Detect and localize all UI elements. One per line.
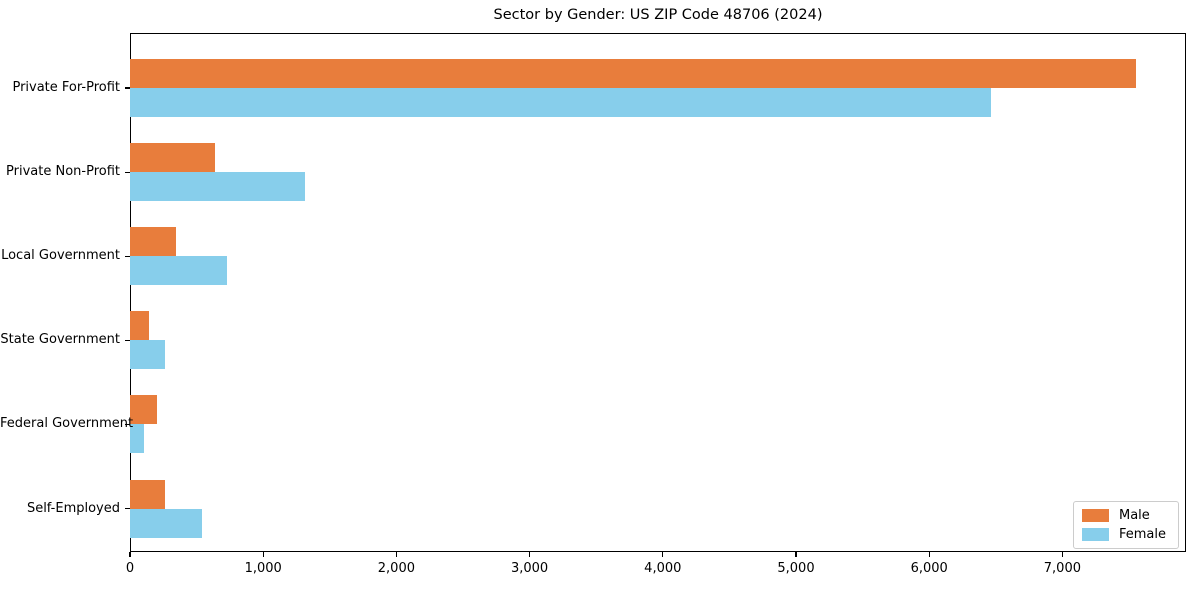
xtick-mark xyxy=(129,552,131,557)
xtick-mark xyxy=(662,552,664,557)
female-swatch xyxy=(1081,528,1109,541)
xtick-label-3000: 3,000 xyxy=(510,561,549,576)
ytick-label-state-government: State Government xyxy=(0,332,120,348)
ytick-mark xyxy=(125,87,130,89)
ytick-mark xyxy=(125,423,130,425)
xtick-mark xyxy=(795,552,797,557)
bar-female-local-government xyxy=(130,256,227,286)
ytick-label-federal-government: Federal Government xyxy=(0,416,134,432)
xtick-mark xyxy=(528,552,531,557)
bar-female-self-employed xyxy=(130,508,202,538)
bar-female-federal-government xyxy=(130,424,144,454)
legend: Male Female xyxy=(1072,501,1179,549)
ytick-mark xyxy=(125,255,130,257)
bar-female-state-government xyxy=(130,340,165,370)
bar-female-private-for-profit xyxy=(130,88,991,117)
legend-label-female: Female xyxy=(1118,527,1166,542)
bar-male-federal-government xyxy=(130,395,157,425)
bar-male-state-government xyxy=(130,311,149,341)
ytick-mark xyxy=(125,171,130,173)
xtick-label-6000: 6,000 xyxy=(910,561,948,576)
ytick-label-private-for-profit: Private For-Profit xyxy=(12,80,120,95)
legend-item-male: Male xyxy=(1081,508,1166,523)
male-swatch xyxy=(1081,509,1109,522)
xtick-label-0: 0 xyxy=(125,561,135,576)
ytick-mark xyxy=(125,507,130,510)
xtick-mark xyxy=(1061,552,1063,557)
ytick-mark xyxy=(125,339,130,341)
xtick-label-4000: 4,000 xyxy=(644,561,682,576)
legend-label-male: Male xyxy=(1118,508,1150,523)
ytick-label-private-non-profit: Private Non-Profit xyxy=(6,164,120,180)
bar-male-self-employed xyxy=(130,479,165,509)
bar-female-private-non-profit xyxy=(130,172,305,202)
bar-male-private-non-profit xyxy=(130,143,216,173)
xtick-mark xyxy=(262,552,264,557)
chart-title: Sector by Gender: US ZIP Code 48706 (202… xyxy=(493,7,823,23)
xtick-label-2000: 2,000 xyxy=(377,561,415,576)
legend-item-female: Female xyxy=(1081,527,1166,542)
ytick-label-self-employed: Self-Employed xyxy=(26,500,120,516)
xtick-label-7000: 7,000 xyxy=(1043,561,1081,576)
xtick-mark xyxy=(928,552,930,557)
xtick-label-1000: 1,000 xyxy=(244,561,282,576)
bar-male-local-government xyxy=(130,227,176,257)
xtick-label-5000: 5,000 xyxy=(777,561,815,576)
ytick-label-local-government: Local Government xyxy=(1,248,120,264)
xtick-mark xyxy=(395,552,397,557)
bar-male-private-for-profit xyxy=(130,59,1136,88)
plot-area xyxy=(130,33,1186,552)
